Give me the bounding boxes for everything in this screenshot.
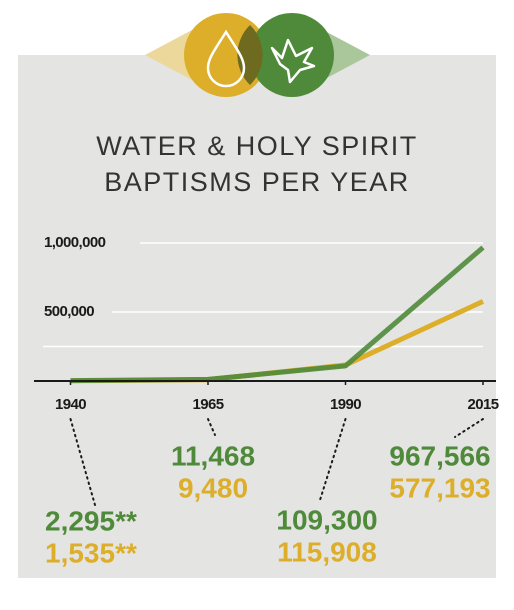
value-label: 9,480 <box>178 472 248 503</box>
value-label: 11,468 <box>171 440 255 471</box>
x-tick-label: 1940 <box>55 396 86 413</box>
x-tick-label: 1965 <box>193 396 224 413</box>
y-tick-label: 500,000 <box>44 303 94 320</box>
value-label: 577,193 <box>389 472 490 503</box>
value-label: 2,295** <box>45 505 137 536</box>
leader-line <box>319 418 347 501</box>
panel <box>18 55 496 578</box>
value-label: 1,535** <box>45 537 137 568</box>
value-label: 115,908 <box>277 536 377 567</box>
x-tick-label: 1990 <box>330 396 361 413</box>
droplet <box>206 29 246 88</box>
value-label: 967,566 <box>389 440 490 471</box>
chart-title: WATER & HOLY SPIRIT <box>96 131 418 161</box>
y-tick-label: 1,000,000 <box>44 234 106 251</box>
left-pointer <box>145 30 192 80</box>
leader-line <box>69 418 96 506</box>
value-label: 109,300 <box>276 504 377 535</box>
leader-line <box>454 418 484 438</box>
dove <box>270 38 316 84</box>
x-tick-label: 2015 <box>468 396 499 413</box>
chart-title: BAPTISMS PER YEAR <box>104 167 410 197</box>
right-pointer <box>323 30 370 80</box>
spirit-icon <box>250 13 334 97</box>
